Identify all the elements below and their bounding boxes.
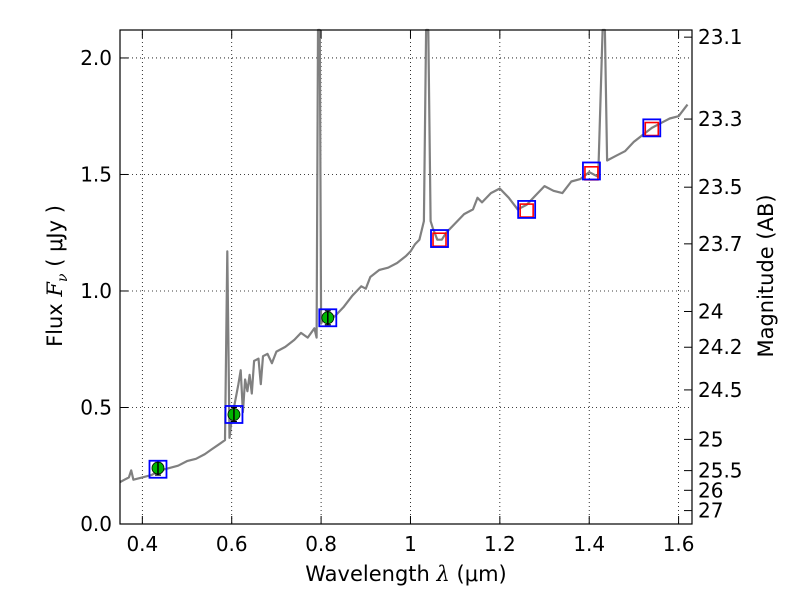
y-tick-label: 2.0: [80, 46, 112, 70]
y2-tick-label: 23.5: [698, 175, 743, 199]
x-tick-label: 1.4: [573, 532, 605, 556]
y2-tick-label: 23.1: [698, 25, 743, 49]
y-tick-label: 0.5: [80, 395, 112, 419]
x-tick-label: 1: [404, 532, 417, 556]
spectrum-line: [119, 28, 689, 484]
y-axis-label: Flux Fν ( μJy ): [43, 205, 71, 347]
x-axis-ticks: 0.4 0.6 0.8 1 1.2 1.4 1.6: [126, 30, 695, 556]
y2-tick-label: 23.3: [698, 107, 743, 131]
y-tick-label: 1.0: [80, 279, 112, 303]
model-photometry-point: [148, 459, 168, 479]
y2-tick-label: 26: [698, 478, 723, 502]
spectrum-series: [119, 28, 689, 484]
plot-frame: [119, 29, 693, 525]
model-photometry-point: [582, 161, 601, 181]
model-photometry-point: [642, 118, 662, 138]
model-photometry-point: [517, 200, 537, 219]
y2-tick-label: 24.2: [698, 335, 743, 359]
y2-tick-label: 24.5: [698, 378, 743, 402]
x-tick-label: 1.2: [484, 532, 516, 556]
y-tick-label: 1.5: [80, 162, 112, 186]
model-photometry-point: [430, 229, 449, 248]
y2-tick-label: 27: [698, 499, 723, 523]
y-tick-label: 0.0: [80, 512, 112, 536]
y2-tick-label: 25.5: [698, 459, 743, 483]
x-tick-label: 0.4: [126, 532, 158, 556]
x-tick-label: 1.6: [663, 532, 695, 556]
y2-tick-label: 25: [698, 427, 723, 451]
y2-tick-label: 24: [698, 299, 723, 323]
y2-axis-label: Magnitude (AB): [754, 194, 778, 357]
x-tick-label: 0.8: [305, 532, 337, 556]
model-photometry-point: [224, 405, 244, 424]
y2-tick-label: 23.7: [698, 232, 743, 256]
y-axis-ticks: 0.0 0.5 1.0 1.5 2.0: [80, 46, 128, 536]
photometry-markers: [148, 118, 662, 479]
x-tick-label: 0.6: [216, 532, 248, 556]
x-axis-label: Wavelength λ (μm): [305, 562, 506, 586]
model-photometry-point: [318, 308, 338, 328]
